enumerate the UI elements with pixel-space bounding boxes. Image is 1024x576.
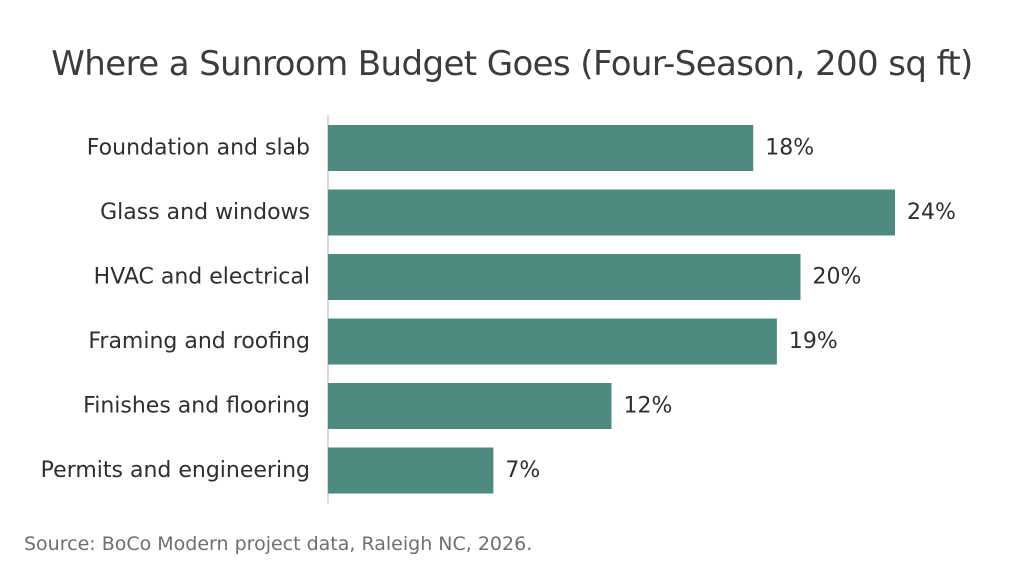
bar bbox=[328, 383, 612, 429]
value-label: 24% bbox=[907, 200, 956, 225]
bar bbox=[328, 447, 494, 494]
value-label: 20% bbox=[813, 265, 862, 290]
category-label: Permits and engineering bbox=[41, 458, 310, 483]
category-label: Framing and roofing bbox=[88, 329, 310, 354]
bar bbox=[328, 125, 754, 171]
category-label: Foundation and slab bbox=[87, 136, 310, 161]
source-note: Source: BoCo Modern project data, Raleig… bbox=[24, 533, 533, 555]
bar bbox=[328, 189, 895, 236]
category-label: Glass and windows bbox=[100, 200, 310, 225]
value-label: 7% bbox=[505, 458, 540, 483]
value-label: 19% bbox=[789, 329, 838, 354]
bar bbox=[328, 318, 777, 365]
chart-title: Where a Sunroom Budget Goes (Four-Season… bbox=[51, 44, 973, 84]
category-label: Finishes and flooring bbox=[83, 394, 310, 419]
value-label: 18% bbox=[765, 136, 814, 161]
value-label: 12% bbox=[624, 394, 673, 419]
category-label: HVAC and electrical bbox=[94, 265, 310, 290]
bar bbox=[328, 254, 801, 300]
